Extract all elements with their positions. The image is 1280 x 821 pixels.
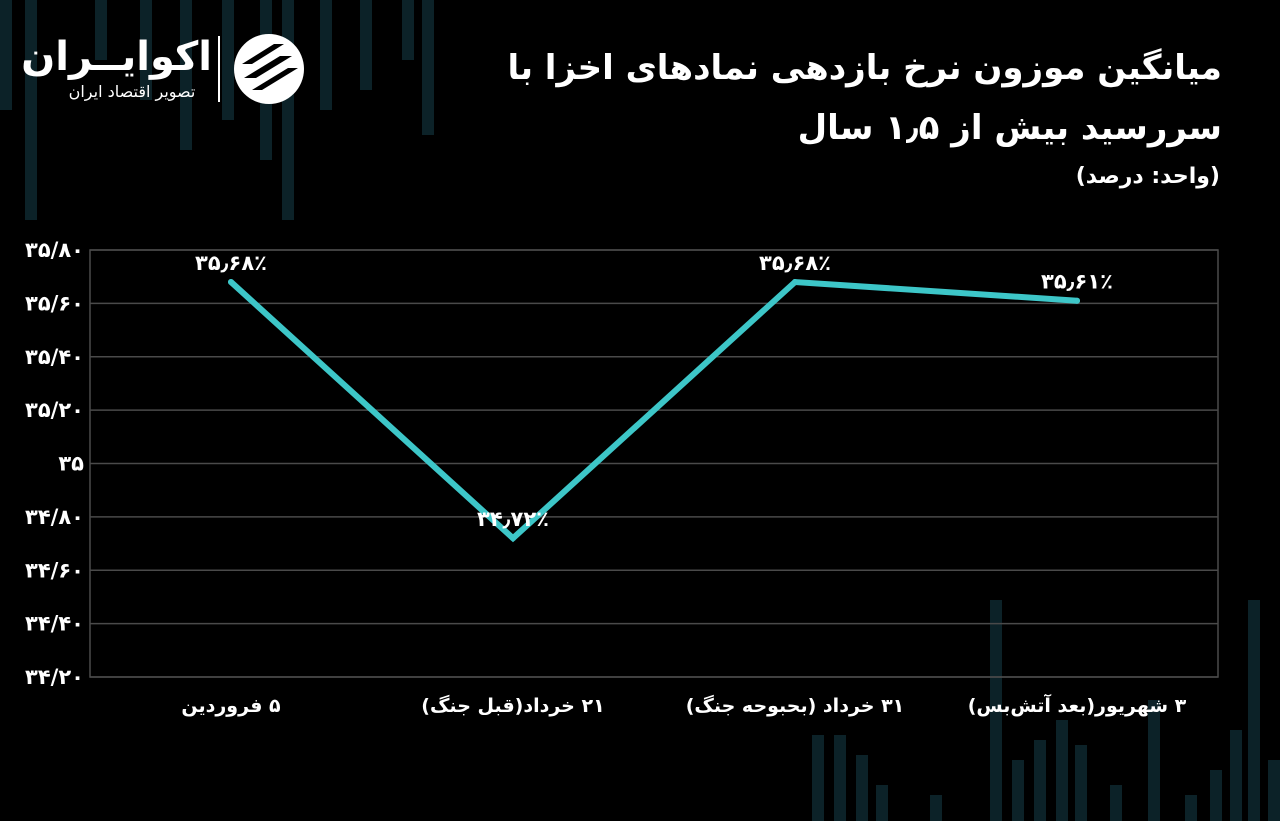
background-bar — [95, 0, 107, 60]
background-bar — [1075, 745, 1087, 821]
background-bar — [990, 600, 1002, 821]
background-bar — [25, 0, 37, 220]
background-bar — [930, 795, 942, 821]
brand-mark-icon — [234, 34, 304, 104]
background-bar — [856, 755, 868, 821]
x-tick-label: ۳۱ خرداد (بحبوحه جنگ) — [686, 694, 905, 717]
y-tick-label: ۳۵/۲۰ — [25, 398, 84, 422]
background-bar — [402, 0, 414, 60]
background-bar — [180, 0, 192, 150]
series-line-group — [228, 278, 1080, 543]
brand-logo: اکوایــران تصویر اقتصاد ایران — [21, 30, 320, 110]
background-bar — [1268, 760, 1280, 821]
chart-title: میانگین موزون نرخ بازدهی نمادهای اخزا با… — [507, 48, 1222, 148]
background-bar — [1210, 770, 1222, 821]
background-bar — [812, 735, 824, 821]
background-bar — [140, 0, 152, 100]
background-bar — [1248, 600, 1260, 821]
y-tick-label: ۳۵/۶۰ — [25, 291, 84, 315]
data-point — [792, 279, 798, 286]
y-tick-label: ۳۴/۶۰ — [25, 558, 84, 582]
series-line — [228, 278, 1080, 543]
brand-tagline: تصویر اقتصاد ایران — [68, 82, 196, 101]
data-label: ۳۴٫۷۲٪ — [477, 507, 549, 531]
background-bar — [1185, 795, 1197, 821]
y-tick-label: ۳۵/۸۰ — [25, 238, 84, 262]
background-bar — [422, 0, 434, 135]
x-tick-label: ۵ فروردین — [181, 695, 281, 717]
background-bar — [1056, 720, 1068, 821]
y-tick-label: ۳۴/۸۰ — [25, 505, 84, 529]
background-bar — [1148, 700, 1160, 821]
data-labels: ۳۵٫۶۸٪ ۳۴٫۷۲٪ ۳۵٫۶۸٪ ۳۵٫۶۱٪ — [195, 251, 1113, 542]
data-point — [510, 535, 516, 542]
data-label: ۳۵٫۶۸٪ — [195, 251, 267, 275]
background-bar — [222, 0, 234, 120]
y-axis: ۳۴/۲۰ ۳۴/۴۰ ۳۴/۶۰ ۳۴/۸۰ ۳۵ ۳۵/۲۰ ۳۵/۴۰ ۳۵/۶۰ ۳۵/… — [25, 238, 84, 689]
y-tick-label: ۳۴/۴۰ — [25, 612, 84, 636]
background-bar — [360, 0, 372, 90]
y-tick-label: ۳۵/۴۰ — [25, 345, 84, 369]
data-point — [228, 279, 234, 286]
background-bar — [320, 0, 332, 110]
background-bar — [876, 785, 888, 821]
data-label: ۳۵٫۶۱٪ — [1041, 270, 1113, 294]
background-bar — [1230, 730, 1242, 821]
grid-lines — [89, 249, 1219, 678]
x-axis: ۵ فروردین ۲۱ خرداد(قبل جنگ) ۳۱ خرداد (بحبو… — [181, 693, 1186, 717]
background-bar — [0, 0, 12, 110]
background-bar — [834, 735, 846, 821]
y-tick-label: ۳۵ — [58, 452, 84, 476]
brand-separator — [218, 36, 220, 102]
background-bar — [1110, 785, 1122, 821]
brand-name: اکوایــران — [21, 34, 212, 80]
background-bar — [1034, 740, 1046, 821]
y-tick-label: ۳۴/۲۰ — [25, 665, 84, 689]
unit-label: (واحد: درصد) — [1075, 164, 1220, 189]
background-bar — [1012, 760, 1024, 821]
data-point — [1074, 297, 1080, 304]
x-tick-label: ۲۱ خرداد(قبل جنگ) — [421, 694, 604, 717]
data-label: ۳۵٫۶۸٪ — [759, 251, 831, 275]
x-tick-label: ۳ شهریور(بعد آتش‌بس) — [968, 693, 1187, 717]
